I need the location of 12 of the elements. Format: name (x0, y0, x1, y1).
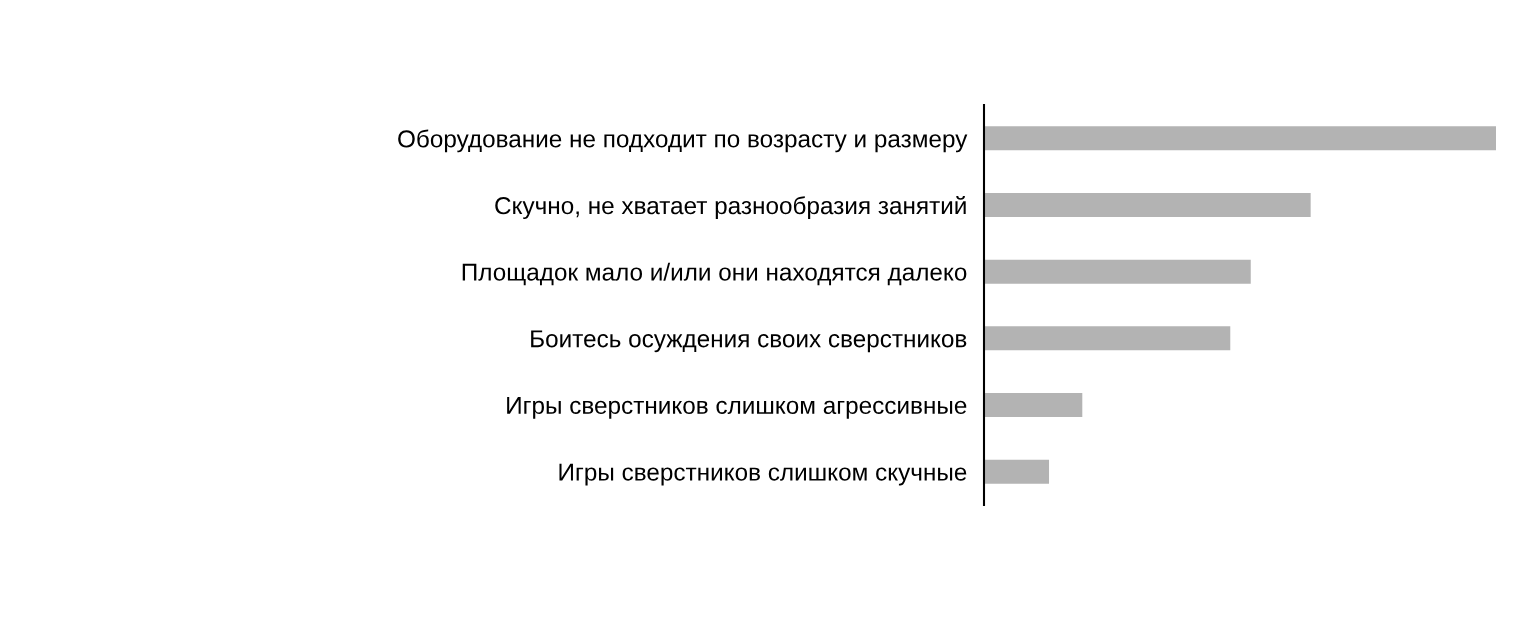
y-tick-label: Игры сверстников слишком агрессивные (507, 397, 967, 419)
bar (984, 193, 1311, 217)
bar (984, 459, 1050, 484)
y-tick-label: Оборудование не подходит по возрасту и размеру (398, 129, 968, 153)
y-tick-label: Игры сверстников слишком скучные (559, 463, 967, 486)
bar (984, 126, 1496, 151)
bar (984, 393, 1083, 417)
y-tick-label: Скучно, не хватает разнообразия занятий (495, 195, 966, 220)
y-tick-label: Площадок мало и/или они находятся далеко (462, 262, 967, 286)
bar (984, 259, 1251, 284)
bar (984, 326, 1231, 351)
y-tick-label: Боитесь осуждения своих сверстников (531, 330, 967, 353)
